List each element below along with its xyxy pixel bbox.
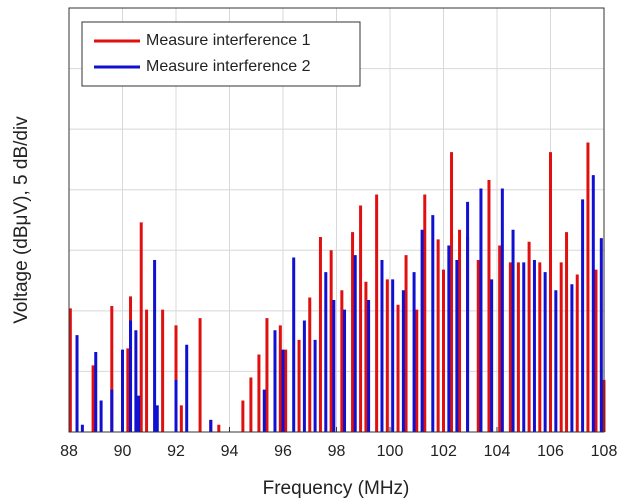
- x-tick-label: 98: [328, 443, 346, 460]
- legend-box: [81, 21, 361, 87]
- plot-area: [68, 7, 605, 433]
- x-tick-label: 100: [377, 443, 404, 460]
- x-tick-label: 94: [221, 443, 239, 460]
- y-axis-label: Voltage (dBμV), 5 dB/div: [11, 116, 32, 324]
- x-tick-label: 92: [167, 443, 185, 460]
- legend-label: Measure interference 1: [146, 32, 311, 49]
- x-tick-label: 108: [591, 443, 618, 460]
- x-tick-label: 102: [430, 443, 457, 460]
- x-axis-label: Frequency (MHz): [263, 478, 410, 499]
- x-tick-label: 104: [484, 443, 511, 460]
- x-tick-label: 88: [60, 443, 78, 460]
- x-tick-label: 90: [114, 443, 132, 460]
- legend-label: Measure interference 2: [146, 58, 311, 75]
- x-tick-label: 106: [537, 443, 564, 460]
- x-tick-label: 96: [274, 443, 292, 460]
